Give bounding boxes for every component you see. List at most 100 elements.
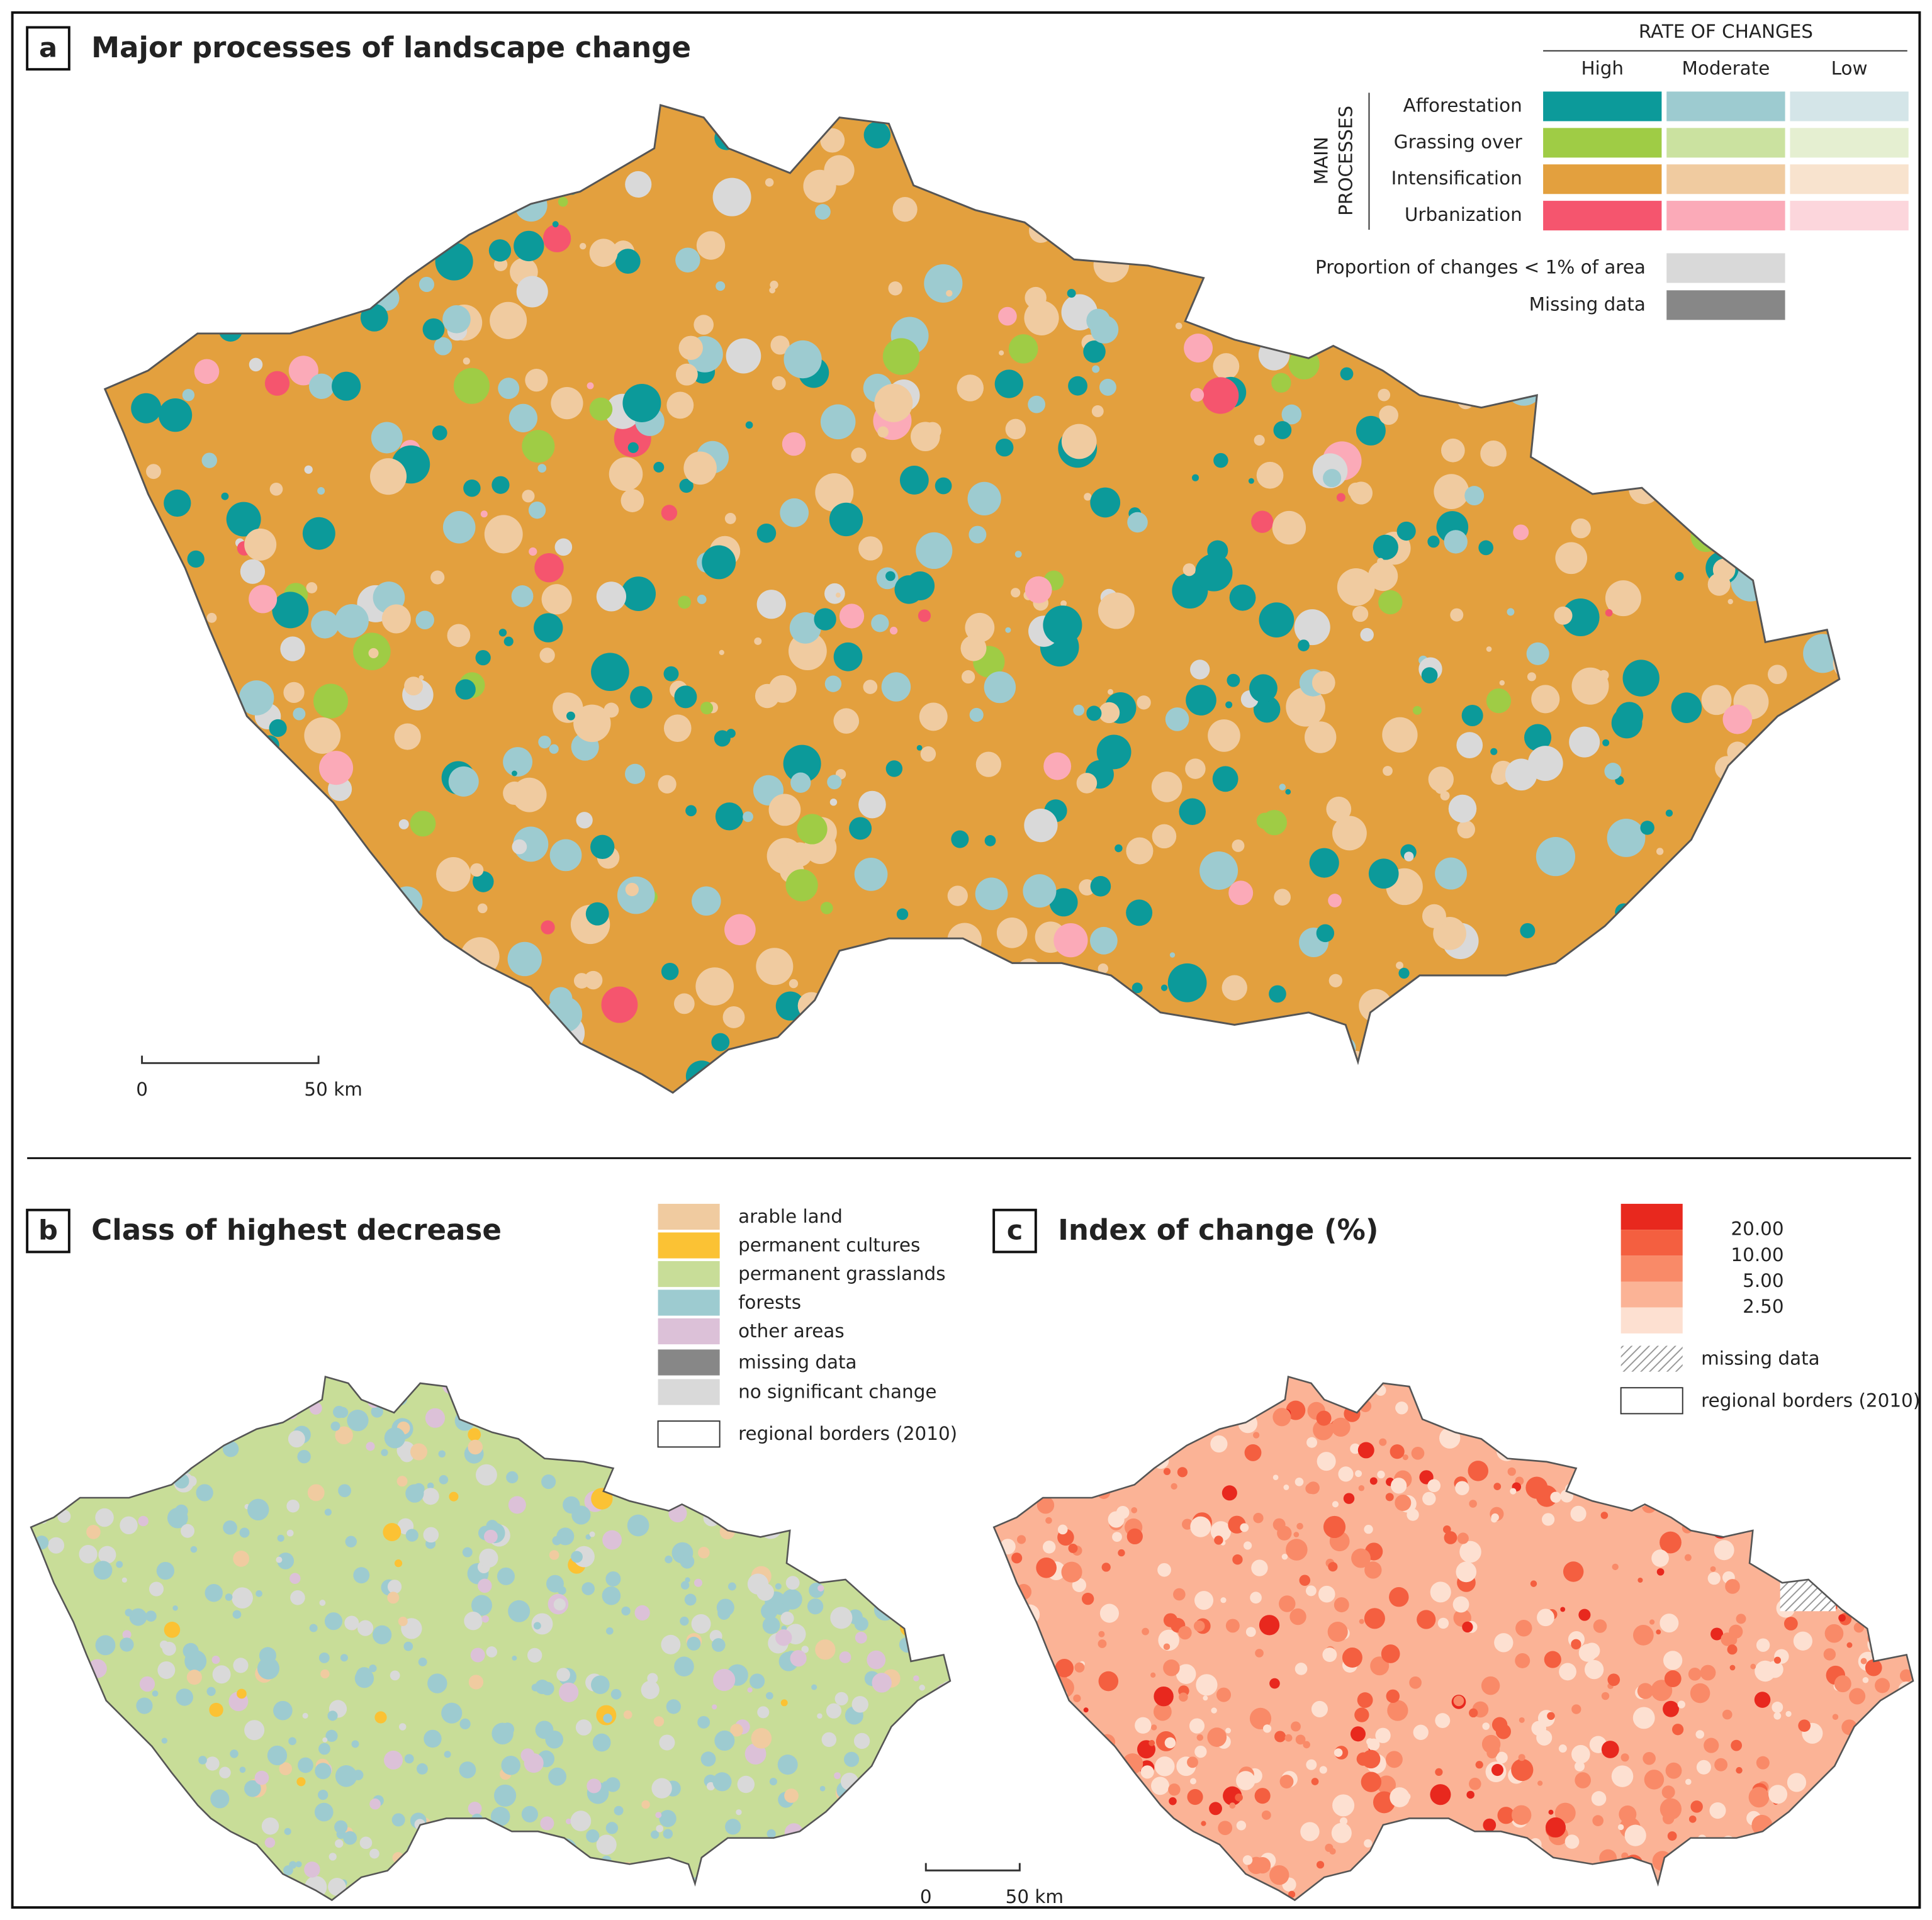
map-patch	[1334, 1597, 1349, 1613]
map-patch	[1254, 1788, 1271, 1804]
map-patch	[272, 592, 309, 629]
map-patch	[1083, 1707, 1089, 1713]
map-patch	[1622, 660, 1660, 697]
panel-letter: b	[38, 1215, 58, 1247]
map-patch	[494, 1784, 517, 1807]
legend-label: Missing data	[1529, 293, 1646, 315]
panel-title: Class of highest decrease	[91, 1213, 502, 1247]
map-patch	[1486, 1747, 1498, 1759]
map-patch	[1358, 1485, 1365, 1491]
map-patch	[1272, 1518, 1286, 1531]
map-patch	[556, 1527, 575, 1546]
map-patch	[549, 744, 559, 754]
map-patch	[585, 1534, 592, 1540]
map-patch	[240, 559, 266, 584]
map-patch	[1602, 739, 1610, 746]
map-patch	[500, 1722, 515, 1736]
legend-label: no significant change	[738, 1381, 936, 1403]
map-patch	[462, 1547, 473, 1558]
map-patch	[756, 523, 777, 543]
map-patch	[1155, 1756, 1175, 1777]
map-patch	[1089, 926, 1118, 955]
map-patch	[772, 376, 786, 390]
map-patch	[691, 1614, 711, 1634]
map-patch	[1272, 510, 1306, 545]
map-patch	[319, 1600, 326, 1606]
map-patch	[1754, 1692, 1771, 1708]
map-patch	[722, 1006, 745, 1028]
map-patch	[714, 730, 731, 747]
map-patch	[468, 1439, 483, 1455]
panel-letter-box	[26, 1208, 70, 1254]
map-patch	[1279, 1775, 1294, 1789]
map-patch	[727, 1582, 736, 1591]
map-patch	[596, 1834, 617, 1855]
map-patch	[1574, 1761, 1585, 1771]
map-patch	[1750, 1663, 1756, 1670]
scale-label: 0	[136, 1079, 148, 1100]
map-patch	[284, 1827, 291, 1835]
map-patch	[1328, 974, 1342, 987]
map-patch	[286, 1529, 294, 1537]
legend-label: 20.00	[1731, 1218, 1783, 1240]
map-patch	[475, 1464, 497, 1486]
map-patch	[1251, 510, 1274, 533]
map-patch	[702, 545, 736, 580]
map-patch	[369, 458, 407, 495]
map-patch	[602, 1530, 622, 1550]
map-patch	[1361, 1771, 1382, 1792]
map-patch	[249, 1790, 254, 1795]
map-patch	[1688, 1667, 1702, 1681]
map-patch	[506, 1471, 519, 1484]
map-patch	[1640, 821, 1654, 835]
map-patch	[1317, 1452, 1336, 1471]
map-patch	[858, 790, 886, 819]
map-patch	[244, 1720, 265, 1741]
map-patch	[724, 914, 756, 946]
map-patch	[571, 1551, 583, 1563]
map-patch	[1563, 1561, 1584, 1582]
map-patch	[829, 799, 838, 806]
map-patch	[1209, 1802, 1222, 1816]
map-patch	[415, 610, 434, 629]
map-patch	[1700, 1665, 1716, 1681]
map-patch	[1253, 1560, 1266, 1573]
map-patch	[1248, 478, 1254, 484]
map-patch	[418, 675, 424, 680]
map-patch	[353, 1567, 370, 1584]
map-patch	[399, 1723, 407, 1731]
map-patch	[1249, 674, 1278, 703]
map-patch	[558, 196, 568, 207]
map-patch	[1496, 1751, 1508, 1764]
map-patch	[484, 1529, 498, 1544]
map-patch	[601, 986, 638, 1023]
map-patch	[48, 1537, 65, 1554]
legend-label: missing data	[738, 1351, 857, 1373]
map-patch	[1624, 1824, 1646, 1846]
map-patch	[439, 1475, 449, 1485]
map-patch	[1281, 1553, 1288, 1560]
map-patch	[1279, 1595, 1296, 1612]
map-patch	[1352, 605, 1369, 622]
map-patch	[1601, 1692, 1610, 1700]
map-patch	[498, 378, 520, 400]
map-patch	[468, 1802, 482, 1816]
map-patch	[1076, 773, 1098, 794]
map-patch	[239, 680, 274, 716]
map-patch	[223, 1520, 237, 1535]
map-patch	[1171, 1483, 1177, 1490]
map-patch	[447, 624, 471, 648]
map-patch	[659, 1810, 677, 1827]
map-patch	[1661, 1785, 1675, 1799]
map-patch	[548, 1767, 567, 1786]
map-patch	[394, 1559, 403, 1568]
map-patch	[1151, 1777, 1169, 1795]
map-patch	[347, 1410, 369, 1432]
map-patch	[1530, 1580, 1537, 1587]
map-patch	[1515, 1620, 1532, 1637]
map-patch	[309, 1624, 318, 1632]
map-patch	[1571, 518, 1591, 539]
map-patch	[566, 1818, 572, 1824]
map-patch	[1390, 1444, 1405, 1459]
map-patch	[288, 1430, 305, 1448]
